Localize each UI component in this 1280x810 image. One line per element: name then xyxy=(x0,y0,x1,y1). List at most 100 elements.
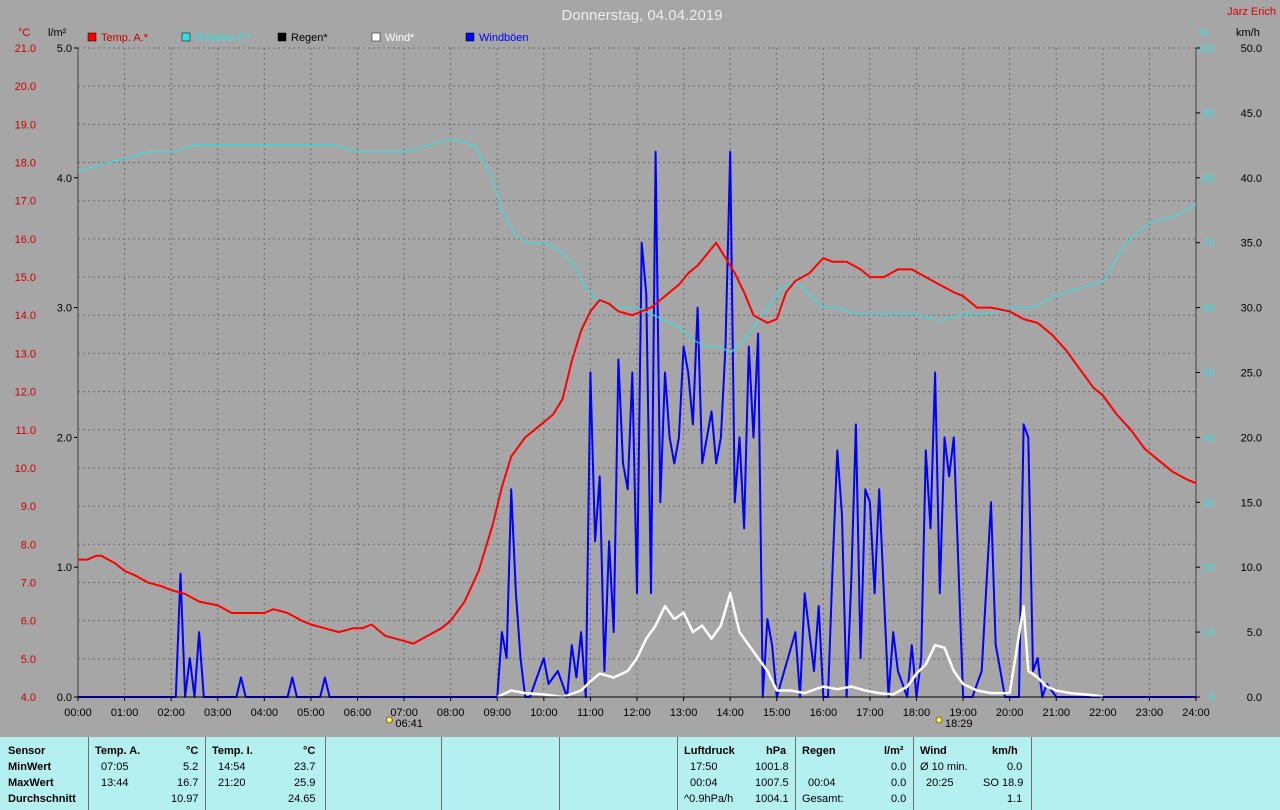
time-tick-label: 13:00 xyxy=(670,707,698,719)
time-tick-label: 11:00 xyxy=(577,707,604,719)
time-tick-label: 16:00 xyxy=(810,707,838,719)
time-tick-label: 08:00 xyxy=(437,707,465,719)
temp-i-min-time: 14:54 xyxy=(218,761,246,773)
time-tick-label: 19:00 xyxy=(949,707,977,719)
rain-tick-label: 0.0 xyxy=(57,692,72,704)
humidity-tick-label: 0 xyxy=(1209,692,1215,704)
temp-tick-label: 14.0 xyxy=(15,310,36,322)
legend-label: Wind* xyxy=(385,32,415,44)
temp-tick-label: 19.0 xyxy=(15,119,36,131)
humidity-tick-label: 50 xyxy=(1203,368,1215,380)
legend-label: Temp. A.* xyxy=(101,32,149,44)
temp-i-min-val: 23.7 xyxy=(294,761,316,773)
legend-label: Relative F.* xyxy=(195,32,251,44)
sunset-icon xyxy=(935,716,943,724)
temp-tick-label: 6.0 xyxy=(21,616,36,628)
divider xyxy=(1031,737,1032,810)
temp-tick-label: 20.0 xyxy=(15,81,36,93)
humidity-tick-label: 100 xyxy=(1197,43,1215,55)
legend-swatch xyxy=(465,32,475,42)
humidity-tick-label: 60 xyxy=(1203,303,1215,315)
time-tick-label: 03:00 xyxy=(204,707,232,719)
rain-min-time: 00:04 xyxy=(808,777,836,789)
rain-tick-label: 2.0 xyxy=(57,432,72,444)
humidity-tick-label: 90 xyxy=(1203,108,1215,120)
temp-tick-label: 16.0 xyxy=(15,234,36,246)
temp-a-max-time: 13:44 xyxy=(101,777,129,789)
author-label: Jarz Erich xyxy=(1227,6,1276,18)
temp-i-max-val: 25.9 xyxy=(294,777,316,789)
temp-a-header: Temp. A. xyxy=(95,745,141,757)
time-tick-label: 24:00 xyxy=(1182,707,1210,719)
time-tick-label: 10:00 xyxy=(530,707,558,719)
temp-a-min-time: 07:05 xyxy=(101,761,129,773)
temp-axis-label: °C xyxy=(18,27,30,39)
wind-tick-label: 35.0 xyxy=(1241,238,1262,250)
time-tick-label: 07:00 xyxy=(390,707,418,719)
time-tick-label: 06:00 xyxy=(344,707,372,719)
minwert-label: MinWert xyxy=(8,761,52,773)
chart-title: Donnerstag, 04.04.2019 xyxy=(562,7,723,24)
temp-a-unit: °C xyxy=(186,745,199,757)
temp-i-unit: °C xyxy=(303,745,316,757)
temp-tick-label: 15.0 xyxy=(15,272,36,284)
temp-tick-label: 5.0 xyxy=(21,654,36,666)
temp-tick-label: 4.0 xyxy=(21,692,36,704)
time-tick-label: 14:00 xyxy=(716,707,744,719)
temp-i-avg: 24.65 xyxy=(288,793,316,805)
divider xyxy=(88,737,89,810)
pressure-trend: ^0.9hPa/h xyxy=(684,793,734,805)
wind-tick-label: 0.0 xyxy=(1247,692,1262,704)
humidity-tick-label: 10 xyxy=(1203,627,1215,639)
pressure-min-val: 1001.8 xyxy=(755,761,789,773)
pressure-current: 1004.1 xyxy=(755,793,789,805)
pressure-max-time: 00:04 xyxy=(690,777,718,789)
rain-min-val: 0.0 xyxy=(891,777,907,789)
wind-gust-time: 20:25 xyxy=(926,777,954,789)
statistics-panel: Sensor MinWert MaxWert Durchschnitt Temp… xyxy=(0,737,1280,810)
rain-tick-label: 5.0 xyxy=(57,43,72,55)
series-line xyxy=(496,591,1104,699)
humidity-tick-label: 80 xyxy=(1203,173,1215,185)
legend-label: Regen* xyxy=(291,32,328,44)
time-tick-label: 09:00 xyxy=(483,707,511,719)
temp-a-avg: 10.97 xyxy=(171,793,199,805)
sensor-header: Sensor xyxy=(8,745,46,757)
legend-swatch xyxy=(87,32,97,42)
rain-first-val: 0.0 xyxy=(891,761,907,773)
wind-tick-label: 5.0 xyxy=(1247,627,1262,639)
pressure-header: Luftdruck xyxy=(684,745,735,757)
rain-unit: l/m² xyxy=(884,745,904,757)
temp-i-max-time: 21:20 xyxy=(218,777,246,789)
temp-a-max-val: 16.7 xyxy=(177,777,199,789)
time-tick-label: 17:00 xyxy=(856,707,884,719)
temp-tick-label: 12.0 xyxy=(15,387,36,399)
temp-tick-label: 21.0 xyxy=(15,43,36,55)
temp-tick-label: 17.0 xyxy=(15,196,36,208)
rain-gesamt-label: Gesamt: xyxy=(802,793,844,805)
rain-header: Regen xyxy=(802,745,836,757)
humidity-tick-label: 40 xyxy=(1203,432,1215,444)
pressure-max-val: 1007.5 xyxy=(755,777,789,789)
wind-header: Wind xyxy=(920,745,947,757)
pressure-unit: hPa xyxy=(766,745,787,757)
time-tick-label: 05:00 xyxy=(297,707,325,719)
series-line xyxy=(78,150,1196,698)
pressure-min-time: 17:50 xyxy=(690,761,718,773)
temp-a-min-val: 5.2 xyxy=(183,761,199,773)
divider xyxy=(559,737,560,810)
temp-tick-label: 7.0 xyxy=(21,577,36,589)
divider xyxy=(325,737,326,810)
rain-tick-label: 4.0 xyxy=(57,173,72,185)
series-line xyxy=(77,138,1197,354)
time-tick-label: 20:00 xyxy=(996,707,1024,719)
legend-swatch xyxy=(277,32,287,42)
durchschnitt-label: Durchschnitt xyxy=(8,793,76,805)
wind-axis-label: km/h xyxy=(1236,27,1260,39)
wind-tick-label: 25.0 xyxy=(1241,368,1262,380)
time-tick-label: 22:00 xyxy=(1089,707,1117,719)
time-tick-label: 21:00 xyxy=(1042,707,1070,719)
temp-tick-label: 18.0 xyxy=(15,158,36,170)
time-tick-label: 23:00 xyxy=(1136,707,1164,719)
legend-swatch xyxy=(181,32,191,42)
